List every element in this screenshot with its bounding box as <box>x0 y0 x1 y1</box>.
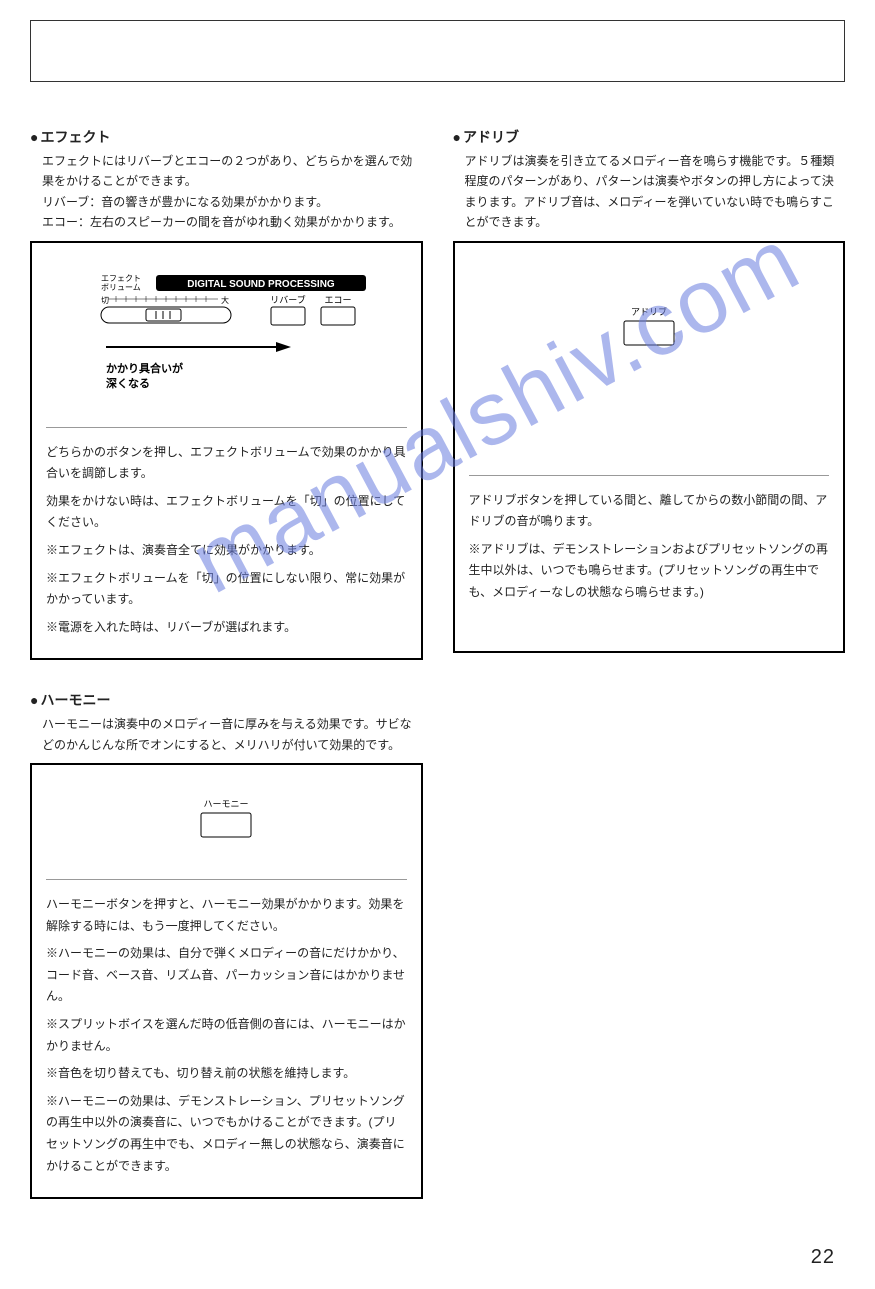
effect-intro-line: エコー：左右のスピーカーの間を音がゆれ動く効果がかかります。 <box>42 212 423 232</box>
effect-body-line: どちらかのボタンを押し、エフェクトボリュームで効果のかかり具合いを調節します。 <box>46 442 407 485</box>
harmony-body-line: ハーモニーボタンを押すと、ハーモニー効果がかかります。効果を解除する時には、もう… <box>46 894 407 937</box>
effect-intro-line: エフェクトにはリバーブとエコーの２つがあり、どちらかを選んで効果をかけることがで… <box>42 151 423 192</box>
divider <box>469 475 830 476</box>
harmony-body-line: ※ハーモニーの効果は、デモンストレーション、プリセットソングの再生中以外の演奏音… <box>46 1091 407 1177</box>
effect-title: エフェクト <box>30 127 423 147</box>
arrow-text: かかり具合いが <box>106 361 183 375</box>
adlib-body-line: ※アドリブは、デモンストレーションおよびプリセットソングの再生中以外は、いつでも… <box>469 539 830 604</box>
effect-intro: エフェクトにはリバーブとエコーの２つがあり、どちらかを選んで効果をかけることがで… <box>42 151 423 233</box>
echo-label: エコー <box>325 295 352 305</box>
adlib-intro-line: アドリブは演奏を引き立てるメロディー音を鳴らす機能です。５種類程度のパターンがあ… <box>465 151 846 233</box>
divider <box>46 427 407 428</box>
adlib-intro: アドリブは演奏を引き立てるメロディー音を鳴らす機能です。５種類程度のパターンがあ… <box>465 151 846 233</box>
harmony-diagram: ハーモニー <box>166 789 286 859</box>
harmony-body-line: ※スプリットボイスを選んだ時の低音側の音には、ハーモニーはかかりません。 <box>46 1014 407 1057</box>
adlib-body-line: アドリブボタンを押している間と、離してからの数小節間の間、アドリブの音が鳴ります… <box>469 490 830 533</box>
effect-diagram: DIGITAL SOUND PROCESSING エフェクト ボリューム 切 大 <box>76 267 376 407</box>
harmony-body-line: ※音色を切り替えても、切り替え前の状態を維持します。 <box>46 1063 407 1085</box>
effect-body-line: 効果をかけない時は、エフェクトボリュームを「切」の位置にしてください。 <box>46 491 407 534</box>
harmony-button-label: ハーモニー <box>204 799 249 809</box>
top-empty-box <box>30 20 845 82</box>
effect-intro-line: リバーブ：音の響きが豊かになる効果がかかります。 <box>42 192 423 212</box>
adlib-title: アドリブ <box>453 127 846 147</box>
effect-panel: DIGITAL SOUND PROCESSING エフェクト ボリューム 切 大 <box>30 241 423 661</box>
volume-label: エフェクト <box>101 274 141 283</box>
right-column: アドリブ アドリブは演奏を引き立てるメロディー音を鳴らす機能です。５種類程度のパ… <box>453 127 846 1229</box>
harmony-panel: ハーモニー ハーモニーボタンを押すと、ハーモニー効果がかかります。効果を解除する… <box>30 763 423 1199</box>
adlib-button-label: アドリブ <box>631 306 667 317</box>
page: manualshiv.com エフェクト エフェクトにはリバーブとエコーの２つが… <box>0 0 875 1289</box>
effect-body-line: ※エフェクトは、演奏音全てに効果がかかります。 <box>46 540 407 562</box>
arrow-text: 深くなる <box>106 376 150 390</box>
effect-body-line: ※エフェクトボリュームを「切」の位置にしない限り、常に効果がかかっています。 <box>46 568 407 611</box>
volume-label: ボリューム <box>101 283 141 292</box>
dsp-header: DIGITAL SOUND PROCESSING <box>188 279 336 290</box>
divider <box>46 879 407 880</box>
adlib-diagram: アドリブ <box>589 297 709 387</box>
scale-right: 大 <box>221 295 229 305</box>
harmony-intro-line: ハーモニーは演奏中のメロディー音に厚みを与える効果です。サビなどのかんじんな所で… <box>42 714 423 755</box>
page-number: 22 <box>811 1246 835 1269</box>
left-column: エフェクト エフェクトにはリバーブとエコーの２つがあり、どちらかを選んで効果をか… <box>30 127 423 1229</box>
harmony-title: ハーモニー <box>30 690 423 710</box>
scale-left: 切 <box>101 296 109 305</box>
two-column-layout: エフェクト エフェクトにはリバーブとエコーの２つがあり、どちらかを選んで効果をか… <box>30 127 845 1229</box>
harmony-body-line: ※ハーモニーの効果は、自分で弾くメロディーの音にだけかかり、コード音、ベース音、… <box>46 943 407 1008</box>
reverb-label: リバーブ <box>271 294 306 305</box>
effect-body-line: ※電源を入れた時は、リバーブが選ばれます。 <box>46 617 407 639</box>
harmony-intro: ハーモニーは演奏中のメロディー音に厚みを与える効果です。サビなどのかんじんな所で… <box>42 714 423 755</box>
adlib-panel: アドリブ アドリブボタンを押している間と、離してからの数小節間の間、アドリブの音… <box>453 241 846 653</box>
